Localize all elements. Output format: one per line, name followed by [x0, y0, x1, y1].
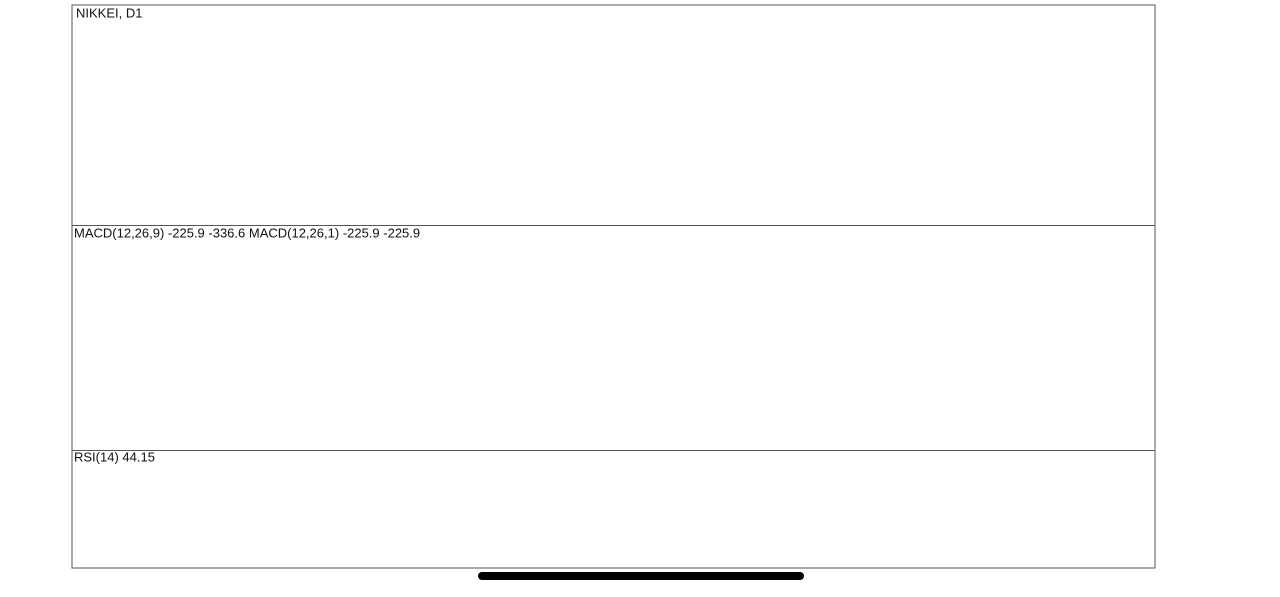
- scroll-indicator[interactable]: [478, 572, 804, 580]
- plot-frame: [71, 4, 1156, 569]
- frame: [71, 4, 1156, 569]
- macd-panel-title: MACD(12,26,9) -225.9 -336.6 MACD(12,26,1…: [74, 225, 420, 240]
- rsi-panel-title: RSI(14) 44.15: [74, 449, 155, 464]
- price-panel-title: NIKKEI, D1: [76, 5, 142, 20]
- text-layer: NIKKEI, D1 MACD(12,26,9) -225.9 -336.6 M…: [74, 5, 420, 464]
